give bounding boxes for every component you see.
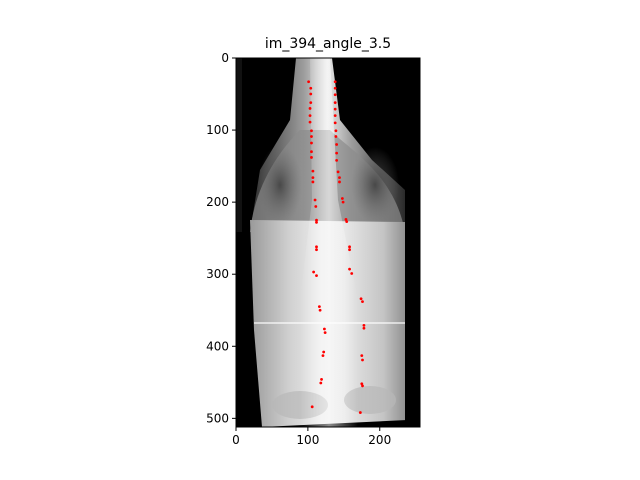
landmark-point <box>321 354 325 358</box>
landmark-point <box>333 101 337 105</box>
landmark-point <box>348 245 351 249</box>
landmark-point <box>308 120 312 124</box>
landmark-point <box>315 248 318 252</box>
landmark-point <box>335 151 339 155</box>
landmark-point <box>312 270 316 274</box>
landmark-point <box>315 220 318 224</box>
landmark-point <box>315 274 318 278</box>
landmark-point <box>309 86 313 90</box>
landmark-point <box>317 305 321 309</box>
landmark-point <box>341 200 345 204</box>
landmark-point <box>361 358 364 362</box>
landmark-point <box>335 143 339 146</box>
landmark-point <box>308 114 312 118</box>
landmark-point <box>333 80 337 84</box>
landmark-point <box>309 101 313 105</box>
landmark-point <box>310 156 313 159</box>
landmark-point <box>333 107 337 111</box>
y-tick-label: 500 <box>206 411 229 425</box>
landmark-point <box>345 220 349 223</box>
landmark-point <box>333 86 337 90</box>
landmark-point <box>314 205 318 208</box>
xray-image <box>236 58 420 427</box>
landmark-point <box>310 405 314 409</box>
landmark-point <box>358 411 362 414</box>
landmark-point <box>307 80 310 84</box>
landmark-markers <box>307 80 366 414</box>
y-axis: 0 100 200 300 400 500 <box>206 51 236 425</box>
landmark-point <box>362 326 366 330</box>
landmark-point <box>360 354 364 358</box>
y-tick-label: 0 <box>221 51 229 65</box>
landmark-point <box>309 92 313 96</box>
landmark-point <box>310 141 313 145</box>
landmark-point <box>348 248 351 252</box>
landmark-point <box>310 135 313 138</box>
landmark-point <box>359 297 363 301</box>
landmark-point <box>344 218 348 221</box>
landmark-point <box>333 114 337 118</box>
landmark-point <box>361 384 364 388</box>
landmark-point <box>311 176 315 180</box>
landmark-point <box>322 350 326 354</box>
landmark-point <box>308 107 312 110</box>
landmark-point <box>323 331 327 334</box>
y-tick-label: 100 <box>206 123 229 137</box>
landmark-point <box>323 327 326 331</box>
landmark-point <box>311 169 315 173</box>
x-tick-label: 0 <box>232 433 240 447</box>
figure-title: im_394_angle_3.5 <box>265 36 391 52</box>
landmark-point <box>340 197 344 200</box>
landmark-point <box>334 129 338 133</box>
landmark-point <box>315 218 318 222</box>
landmark-point <box>338 180 341 184</box>
landmark-point <box>348 267 351 271</box>
y-tick-label: 200 <box>206 195 229 209</box>
y-tick-label: 400 <box>206 339 229 353</box>
x-tick-label: 100 <box>296 433 319 447</box>
landmark-point <box>310 150 313 154</box>
axes-frame <box>235 57 421 428</box>
landmark-point <box>336 170 340 174</box>
landmark-point <box>319 381 323 385</box>
landmark-point <box>361 300 364 303</box>
landmark-point <box>318 308 322 312</box>
x-axis: 0 100 200 <box>232 427 391 447</box>
landmark-point <box>338 176 341 180</box>
x-tick-label: 200 <box>368 433 391 447</box>
landmark-point <box>335 158 339 162</box>
landmark-point <box>360 382 364 386</box>
landmark-point <box>315 245 318 249</box>
landmark-point <box>320 378 323 381</box>
landmark-point <box>313 198 317 202</box>
landmark-point <box>311 180 315 184</box>
landmark-point <box>350 272 354 275</box>
y-tick-label: 300 <box>206 267 229 281</box>
landmark-point <box>333 121 337 125</box>
landmark-point <box>362 323 366 327</box>
landmark-point <box>333 93 337 97</box>
landmark-point <box>310 129 313 133</box>
landmark-point <box>334 135 338 138</box>
